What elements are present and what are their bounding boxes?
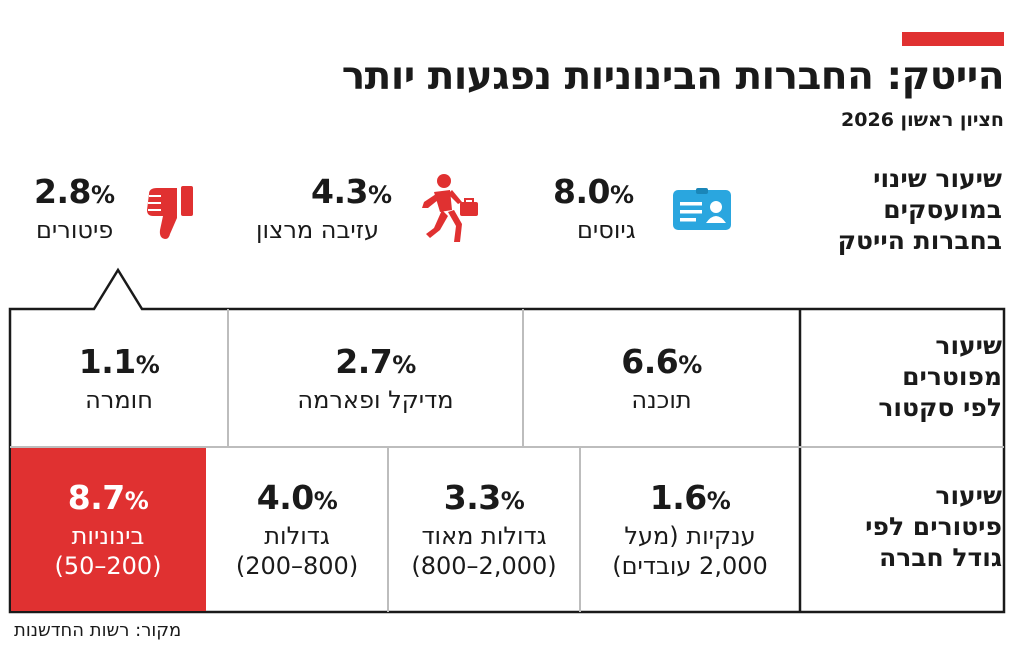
stat-hiring-label: גיוסים — [577, 216, 636, 244]
size-layoffs-heading-line: פיטורים לפי — [865, 512, 1002, 541]
size-layoffs-heading: שיעור פיטורים לפי גודל חברה — [865, 480, 1002, 573]
size-cell-value: 1.6% — [649, 478, 731, 517]
accent-bar — [902, 32, 1004, 46]
sector-cell-value: 2.7% — [335, 341, 416, 381]
size-cell-value: 4.0% — [256, 478, 338, 517]
size-cell-value: 8.7% — [67, 478, 149, 517]
employment-change-heading-line: במועסקים — [883, 195, 1002, 224]
id-card-icon — [672, 188, 732, 236]
sector-cell-value: 1.1% — [78, 341, 160, 381]
source-note: מקור: רשות החדשנות — [14, 620, 182, 641]
size-cell-label: גדולות מאוד — [421, 522, 547, 550]
page-subtitle: חציון ראשון 2026 — [841, 109, 1004, 131]
page-title: הייטק: החברות הבינוניות נפגעות יותר — [341, 54, 1005, 99]
thumbs-down-icon — [143, 184, 195, 246]
employment-change-heading: שיעור שינוי במועסקים בחברות הייטק — [838, 163, 1002, 256]
size-cell: 3.3% גדולות מאוד (2,000–800) — [388, 447, 580, 612]
sector-cell-label: מדיקל ופארמה — [297, 385, 454, 414]
running-businessman-icon — [420, 172, 482, 248]
size-cell: 1.6% ענקיות (מעל 2,000 עובדים) — [580, 447, 800, 612]
size-cell-label: (2,000–800) — [411, 552, 557, 580]
size-cell-label: ענקיות (מעל — [624, 522, 756, 550]
sector-layoffs-heading-line: לפי סקטור — [878, 393, 1002, 422]
size-cell-value: 3.3% — [443, 478, 525, 517]
size-cell: 4.0% גדולות (800–200) — [206, 447, 388, 612]
sector-layoffs-heading-line: מפוטרים — [902, 362, 1002, 391]
sector-layoffs-heading-line: שיעור — [935, 331, 1002, 360]
size-cell-label: 2,000 עובדים) — [612, 552, 768, 580]
size-layoffs-heading-line: גודל חברה — [879, 543, 1002, 572]
sector-cell: 6.6% תוכנה — [523, 309, 800, 447]
stat-voluntary-leave-label: עזיבה מרצון — [256, 216, 380, 244]
size-cell-label: בינוניות — [71, 522, 145, 550]
size-cell-highlighted: 8.7% בינוניות (200–50) — [10, 447, 206, 612]
size-cell-label: (800–200) — [235, 552, 359, 580]
size-cell-label: גדולות — [264, 522, 330, 550]
stat-layoffs-label: פיטורים — [36, 216, 114, 244]
employment-change-heading-line: שיעור שינוי — [873, 164, 1002, 193]
sector-layoffs-heading: שיעור מפוטרים לפי סקטור — [878, 330, 1002, 423]
stat-hiring-value: 8.0% — [553, 172, 634, 211]
sector-cell-label: חומרה — [85, 385, 153, 414]
stat-layoffs-value: 2.8% — [34, 172, 115, 211]
size-cell-label: (200–50) — [54, 552, 162, 580]
employment-change-heading-line: בחברות הייטק — [837, 226, 1002, 255]
size-layoffs-heading-line: שיעור — [935, 481, 1002, 510]
sector-cell-value: 6.6% — [621, 341, 702, 381]
sector-cell-label: תוכנה — [631, 385, 692, 414]
stat-voluntary-leave-value: 4.3% — [311, 172, 392, 211]
sector-cell: 1.1% חומרה — [10, 309, 228, 447]
sector-cell: 2.7% מדיקל ופארמה — [228, 309, 523, 447]
